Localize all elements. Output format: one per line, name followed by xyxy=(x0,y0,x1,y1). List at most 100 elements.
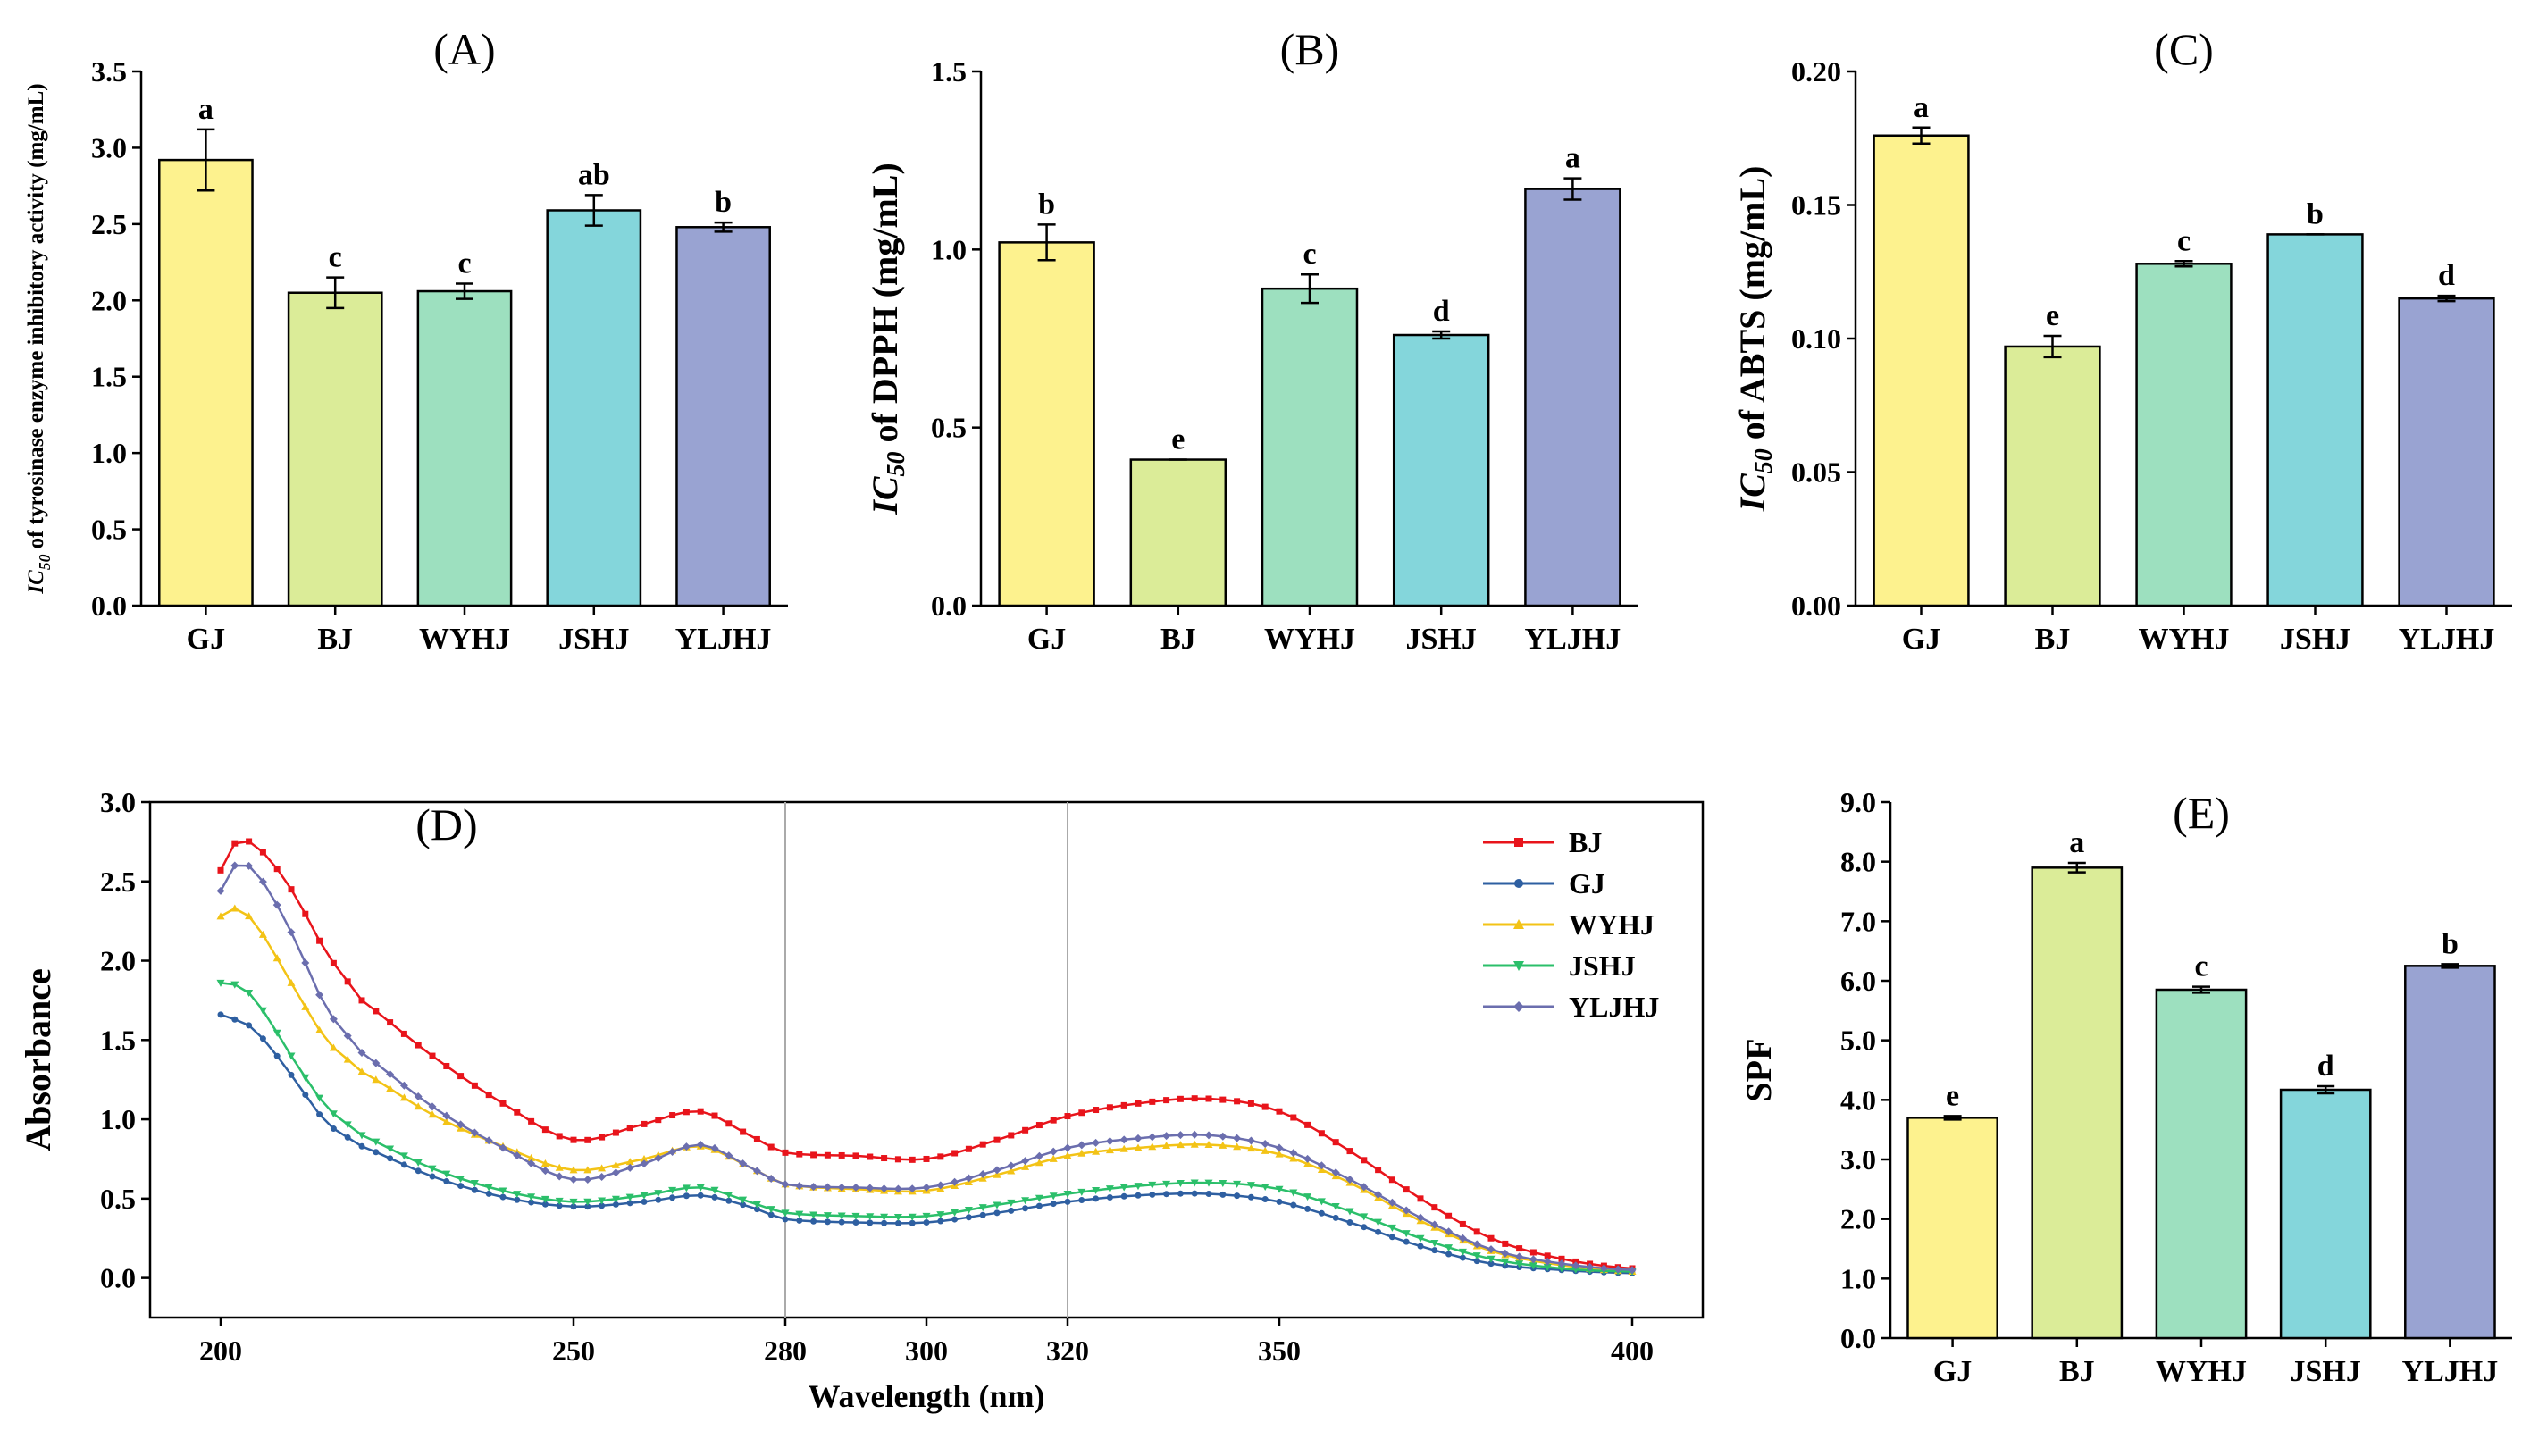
data-point xyxy=(428,1165,437,1173)
data-point xyxy=(1331,1202,1340,1210)
data-point xyxy=(1063,1151,1072,1159)
data-point xyxy=(881,1155,888,1162)
data-point xyxy=(922,1183,931,1192)
data-point xyxy=(1092,1147,1101,1155)
data-point xyxy=(1119,1184,1128,1192)
panel-title: (C) xyxy=(2154,24,2214,74)
bar-wyhj xyxy=(2135,263,2233,607)
data-point xyxy=(669,1194,676,1201)
data-point xyxy=(598,1197,607,1205)
data-point xyxy=(415,1042,422,1049)
data-point xyxy=(725,1151,733,1160)
data-point xyxy=(781,1209,790,1218)
data-point xyxy=(399,1152,408,1160)
data-point xyxy=(301,1074,310,1082)
data-point xyxy=(316,937,323,944)
data-point xyxy=(484,1184,493,1192)
data-point xyxy=(993,1166,1001,1175)
data-point xyxy=(1317,1198,1326,1206)
ylabel-rest: of tyrosinase enzyme inhibitory activity… xyxy=(24,83,48,554)
data-point xyxy=(696,1184,705,1192)
significance-letter: a xyxy=(198,93,214,126)
data-point xyxy=(937,1218,944,1225)
x-tick-label: 400 xyxy=(1611,1335,1654,1367)
data-point xyxy=(343,1032,352,1041)
data-point xyxy=(245,912,254,920)
data-point xyxy=(880,1213,889,1221)
data-point xyxy=(1007,1199,1016,1207)
significance-letter: ab xyxy=(578,158,610,191)
data-point xyxy=(1105,1185,1114,1193)
x-category-label: GJ xyxy=(1933,1355,1972,1388)
data-point xyxy=(866,1184,875,1192)
data-point xyxy=(1416,1234,1425,1243)
data-point xyxy=(964,1207,973,1215)
ylabel-rest: of ABTS (mg/mL) xyxy=(1732,166,1772,449)
data-point xyxy=(1162,1180,1171,1188)
data-point xyxy=(273,1052,281,1059)
data-point xyxy=(216,912,225,920)
x-category-label: JSHJ xyxy=(1406,623,1477,656)
bar-gj xyxy=(1873,134,1970,607)
data-point xyxy=(851,1212,860,1220)
y-tick-label: 2.5 xyxy=(100,866,136,898)
data-point xyxy=(1473,1228,1480,1235)
panel-d-absorbance-chart: 0.0 0.5 1.0 1.5 2.0 2.5 3.0 200 250 280 300 320 350 4… xyxy=(18,786,1705,1414)
series-yljhj xyxy=(216,861,1637,1275)
y-axis-label: IC50 of tyrosinase enzyme inhibitory act… xyxy=(24,83,54,594)
data-point xyxy=(1502,1240,1509,1247)
data-point xyxy=(1049,1147,1058,1156)
data-point xyxy=(1176,1141,1185,1149)
data-point xyxy=(965,1145,972,1152)
data-point xyxy=(626,1200,633,1207)
x-category-label: YLJHJ xyxy=(675,623,772,656)
data-point xyxy=(1247,1100,1254,1107)
data-point xyxy=(1317,1161,1326,1170)
data-point xyxy=(1092,1186,1101,1194)
data-point xyxy=(1361,1157,1368,1164)
data-point xyxy=(838,1218,845,1226)
data-point xyxy=(555,1197,564,1205)
data-point xyxy=(1120,1101,1127,1109)
data-point xyxy=(230,904,239,912)
panel-title: (E) xyxy=(2173,788,2230,838)
y-axis-label: IC50 of DPPH (mg/mL) xyxy=(865,163,910,515)
y-axis-label: IC50 of ABTS (mg/mL) xyxy=(1732,166,1778,513)
data-point xyxy=(1290,1201,1297,1209)
data-point xyxy=(1135,1100,1142,1107)
data-point xyxy=(881,1219,888,1226)
data-point xyxy=(246,1022,253,1029)
x-category-label: BJ xyxy=(2035,623,2071,656)
data-point xyxy=(258,930,267,938)
data-point xyxy=(893,1213,902,1221)
y-tick-label: 1.5 xyxy=(100,1024,136,1056)
data-point xyxy=(824,1151,831,1159)
data-point xyxy=(837,1183,846,1192)
data-point xyxy=(1345,1208,1354,1216)
y-tick-label: 7.0 xyxy=(1840,905,1876,937)
data-point xyxy=(1233,1180,1242,1188)
data-point xyxy=(1204,1140,1213,1148)
bar-gj xyxy=(1906,1117,1998,1340)
data-point xyxy=(302,1092,309,1099)
bar-wyhj xyxy=(416,289,513,607)
data-point xyxy=(315,991,324,1000)
data-point xyxy=(1035,1202,1043,1209)
data-point xyxy=(372,1075,381,1084)
data-point xyxy=(1402,1230,1411,1238)
data-point xyxy=(1472,1252,1481,1260)
series-line-yljhj xyxy=(219,864,1633,1271)
data-point xyxy=(923,1155,930,1162)
ylabel-subscript: 50 xyxy=(36,554,54,570)
data-point xyxy=(740,1201,747,1209)
data-point xyxy=(399,1081,408,1090)
data-point xyxy=(272,954,281,962)
x-category-label: JSHJ xyxy=(2291,1355,2361,1388)
data-point xyxy=(429,1052,436,1059)
significance-letter: e xyxy=(2046,299,2059,332)
bar-yljhj xyxy=(2398,297,2495,607)
data-point xyxy=(725,1197,733,1204)
data-point xyxy=(540,1159,549,1167)
data-point xyxy=(697,1192,704,1199)
data-point xyxy=(1205,1095,1212,1102)
